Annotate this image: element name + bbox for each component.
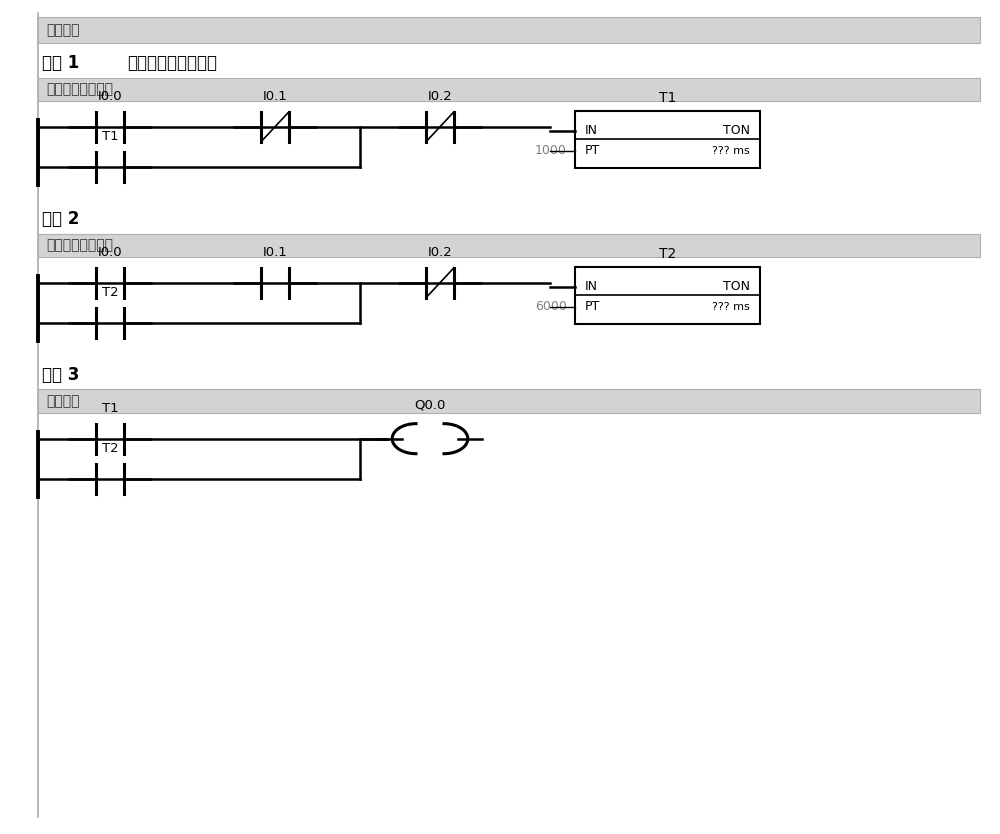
Text: I0.0: I0.0	[98, 90, 122, 103]
Text: T1: T1	[102, 130, 118, 143]
Text: 网络 2: 网络 2	[42, 210, 79, 229]
Bar	[575, 267, 760, 324]
Text: I0.2: I0.2	[428, 246, 452, 259]
Text: ??? ms: ??? ms	[712, 146, 750, 156]
Text: 网络 1: 网络 1	[42, 54, 79, 73]
Text: 程序注释: 程序注释	[46, 23, 80, 37]
Bar	[38, 78, 980, 101]
Text: T2: T2	[102, 286, 118, 299]
Text: 故障输出: 故障输出	[46, 394, 80, 408]
Text: I0.2: I0.2	[428, 90, 452, 103]
Text: 网络 3: 网络 3	[42, 366, 79, 384]
Text: T1: T1	[102, 402, 118, 415]
Bar	[38, 234, 980, 257]
Text: PT: PT	[585, 144, 600, 158]
Text: TON: TON	[723, 124, 750, 138]
Text: 传动轴停转报警二: 传动轴停转报警二	[46, 239, 113, 252]
Text: Q0.0: Q0.0	[414, 399, 446, 412]
Bar	[38, 389, 980, 413]
Text: PT: PT	[585, 300, 600, 314]
Bar	[38, 17, 980, 43]
Bar	[575, 111, 760, 168]
Text: T2: T2	[102, 442, 118, 455]
Text: I0.1: I0.1	[263, 90, 287, 103]
Text: 1000: 1000	[535, 144, 567, 158]
Text: IN: IN	[585, 280, 598, 294]
Text: I0.0: I0.0	[98, 246, 122, 259]
Text: T2: T2	[659, 247, 676, 261]
Text: T1: T1	[659, 91, 676, 105]
Text: 6000: 6000	[535, 300, 567, 314]
Text: I0.1: I0.1	[263, 246, 287, 259]
Text: 中心传动刮泥机报警: 中心传动刮泥机报警	[127, 54, 217, 73]
Text: 传动轴停转报警一: 传动轴停转报警一	[46, 83, 113, 96]
Text: ??? ms: ??? ms	[712, 302, 750, 312]
Text: TON: TON	[723, 280, 750, 294]
Text: IN: IN	[585, 124, 598, 138]
